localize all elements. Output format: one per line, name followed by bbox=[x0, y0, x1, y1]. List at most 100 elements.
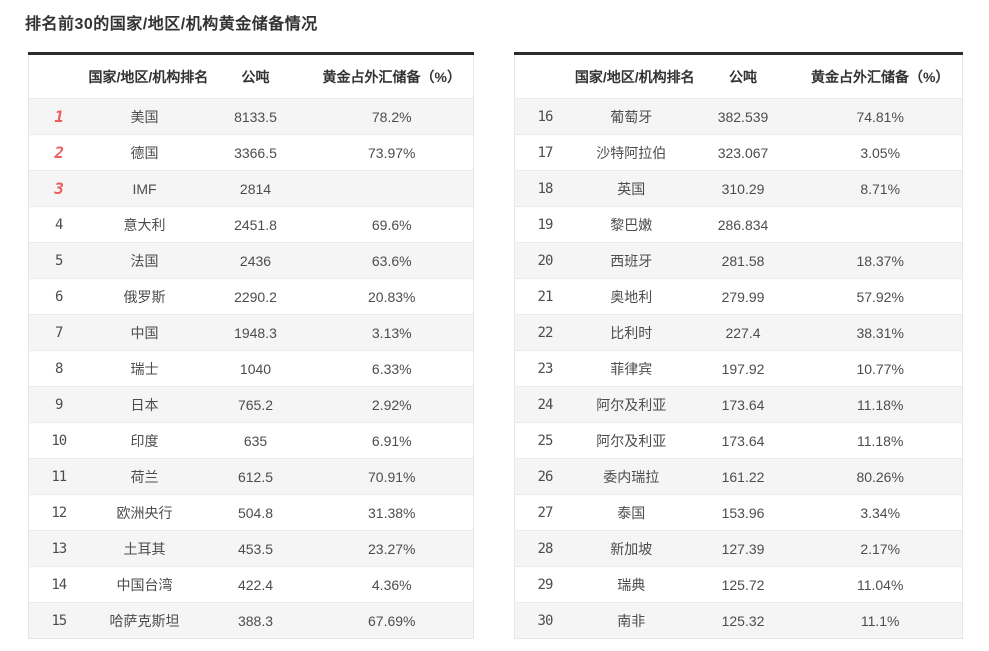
tonnes-cell: 1948.3 bbox=[200, 314, 311, 351]
table-row: 25 阿尔及利亚 173.64 11.18% bbox=[514, 422, 963, 459]
gold-pct-cell: 11.18% bbox=[798, 386, 963, 423]
country-cell: 中国 bbox=[88, 314, 201, 351]
gold-pct-cell: 11.1% bbox=[798, 602, 963, 639]
gold-pct-cell: 8.71% bbox=[798, 170, 963, 207]
tonnes-cell: 310.29 bbox=[687, 170, 799, 207]
country-cell: 沙特阿拉伯 bbox=[574, 134, 688, 171]
col-header-rank bbox=[514, 53, 575, 99]
country-cell: 法国 bbox=[88, 242, 201, 279]
tonnes-cell: 2436 bbox=[200, 242, 311, 279]
table-row: 12 欧洲央行 504.8 31.38% bbox=[28, 494, 474, 531]
country-cell: 日本 bbox=[88, 386, 201, 423]
country-cell: 哈萨克斯坦 bbox=[88, 602, 201, 639]
rank-cell: 24 bbox=[514, 386, 575, 423]
country-cell: 美国 bbox=[88, 98, 201, 135]
gold-pct-cell: 70.91% bbox=[310, 458, 474, 495]
rank-cell: 16 bbox=[514, 98, 575, 135]
rank-cell: 19 bbox=[514, 206, 575, 243]
rank-cell: 7 bbox=[28, 314, 89, 351]
gold-pct-cell: 38.31% bbox=[798, 314, 963, 351]
col-header-tonnes: 公吨 bbox=[687, 53, 799, 99]
country-cell: 泰国 bbox=[574, 494, 688, 531]
rank-cell: 26 bbox=[514, 458, 575, 495]
tonnes-cell: 2290.2 bbox=[200, 278, 311, 315]
country-cell: 中国台湾 bbox=[88, 566, 201, 603]
table-row: 2 德国 3366.5 73.97% bbox=[28, 134, 474, 171]
country-cell: 欧洲央行 bbox=[88, 494, 201, 531]
table-row: 5 法国 2436 63.6% bbox=[28, 242, 474, 279]
tables-container: 国家/地区/机构排名 公吨 黄金占外汇储备（%） 1 美国 8133.5 78.2% 2… bbox=[28, 52, 963, 639]
tonnes-cell: 125.32 bbox=[687, 602, 799, 639]
gold-pct-cell: 74.81% bbox=[798, 98, 963, 135]
rank-cell: 30 bbox=[514, 602, 575, 639]
table-row: 18 英国 310.29 8.71% bbox=[514, 170, 963, 207]
gold-pct-cell: 11.04% bbox=[798, 566, 963, 603]
tonnes-cell: 2814 bbox=[200, 170, 311, 207]
page-title: 排名前30的国家/地区/机构黄金储备情况 bbox=[25, 16, 318, 33]
rank-cell: 4 bbox=[28, 206, 89, 243]
table-row: 9 日本 765.2 2.92% bbox=[28, 386, 474, 423]
tonnes-cell: 635 bbox=[200, 422, 311, 459]
table-row: 11 荷兰 612.5 70.91% bbox=[28, 458, 474, 495]
gold-reserve-table-ranks-1-15: 国家/地区/机构排名 公吨 黄金占外汇储备（%） 1 美国 8133.5 78.2% 2… bbox=[28, 52, 474, 639]
gold-pct-cell bbox=[798, 206, 963, 243]
table-row: 21 奥地利 279.99 57.92% bbox=[514, 278, 963, 315]
country-cell: 阿尔及利亚 bbox=[574, 422, 688, 459]
rank-cell: 3 bbox=[28, 170, 89, 207]
country-cell: 奥地利 bbox=[574, 278, 688, 315]
table-row: 10 印度 635 6.91% bbox=[28, 422, 474, 459]
tonnes-cell: 382.539 bbox=[687, 98, 799, 135]
gold-pct-cell: 10.77% bbox=[798, 350, 963, 387]
table-row: 4 意大利 2451.8 69.6% bbox=[28, 206, 474, 243]
rank-cell: 17 bbox=[514, 134, 575, 171]
rank-cell: 18 bbox=[514, 170, 575, 207]
table-row: 19 黎巴嫩 286.834 bbox=[514, 206, 963, 243]
table-row: 8 瑞士 1040 6.33% bbox=[28, 350, 474, 387]
table-row: 23 菲律宾 197.92 10.77% bbox=[514, 350, 963, 387]
rank-cell: 15 bbox=[28, 602, 89, 639]
table-header-row: 国家/地区/机构排名 公吨 黄金占外汇储备（%） bbox=[514, 53, 963, 99]
gold-pct-cell: 78.2% bbox=[310, 98, 474, 135]
rank-cell: 27 bbox=[514, 494, 575, 531]
col-header-country: 国家/地区/机构排名 bbox=[574, 53, 695, 99]
tonnes-cell: 504.8 bbox=[200, 494, 311, 531]
gold-pct-cell: 6.33% bbox=[310, 350, 474, 387]
tonnes-cell: 286.834 bbox=[687, 206, 799, 243]
rank-cell: 25 bbox=[514, 422, 575, 459]
gold-pct-cell: 3.13% bbox=[310, 314, 474, 351]
rank-cell: 29 bbox=[514, 566, 575, 603]
tonnes-cell: 3366.5 bbox=[200, 134, 311, 171]
rank-cell: 5 bbox=[28, 242, 89, 279]
rank-cell: 1 bbox=[28, 98, 89, 135]
table-row: 26 委内瑞拉 161.22 80.26% bbox=[514, 458, 963, 495]
rank-cell: 20 bbox=[514, 242, 575, 279]
gold-pct-cell: 4.36% bbox=[310, 566, 474, 603]
tonnes-cell: 2451.8 bbox=[200, 206, 311, 243]
col-header-tonnes: 公吨 bbox=[200, 53, 311, 99]
country-cell: 瑞典 bbox=[574, 566, 688, 603]
rank-cell: 12 bbox=[28, 494, 89, 531]
tonnes-cell: 765.2 bbox=[200, 386, 311, 423]
gold-pct-cell: 31.38% bbox=[310, 494, 474, 531]
tonnes-cell: 279.99 bbox=[687, 278, 799, 315]
gold-pct-cell: 18.37% bbox=[798, 242, 963, 279]
country-cell: 黎巴嫩 bbox=[574, 206, 688, 243]
col-header-rank bbox=[28, 53, 89, 99]
table-row: 22 比利时 227.4 38.31% bbox=[514, 314, 963, 351]
table-row: 1 美国 8133.5 78.2% bbox=[28, 98, 474, 135]
table-row: 27 泰国 153.96 3.34% bbox=[514, 494, 963, 531]
table-row: 17 沙特阿拉伯 323.067 3.05% bbox=[514, 134, 963, 171]
table-row: 6 俄罗斯 2290.2 20.83% bbox=[28, 278, 474, 315]
table-row: 7 中国 1948.3 3.13% bbox=[28, 314, 474, 351]
gold-pct-cell: 6.91% bbox=[310, 422, 474, 459]
col-header-country: 国家/地区/机构排名 bbox=[88, 53, 208, 99]
table-header-row: 国家/地区/机构排名 公吨 黄金占外汇储备（%） bbox=[28, 53, 474, 99]
tonnes-cell: 127.39 bbox=[687, 530, 799, 567]
country-cell: 比利时 bbox=[574, 314, 688, 351]
country-cell: 印度 bbox=[88, 422, 201, 459]
country-cell: 瑞士 bbox=[88, 350, 201, 387]
tonnes-cell: 227.4 bbox=[687, 314, 799, 351]
col-header-gold-pct: 黄金占外汇储备（%） bbox=[798, 53, 963, 99]
country-cell: 土耳其 bbox=[88, 530, 201, 567]
gold-pct-cell bbox=[310, 170, 474, 207]
